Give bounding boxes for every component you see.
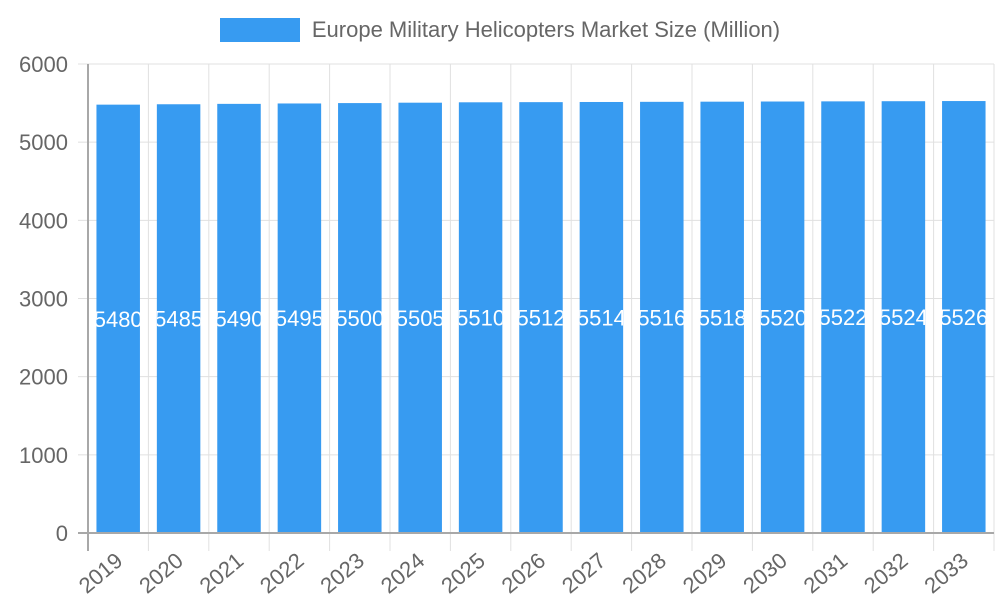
y-tick-label: 2000 xyxy=(19,365,68,390)
bar[interactable] xyxy=(519,102,563,533)
axes xyxy=(78,64,994,551)
y-tick-label: 1000 xyxy=(19,443,68,468)
bar-value-label: 5495 xyxy=(275,306,324,331)
bar-value-label: 5514 xyxy=(577,305,626,330)
bar[interactable] xyxy=(398,102,442,532)
bar[interactable] xyxy=(942,101,986,533)
bar-value-label: 5512 xyxy=(517,306,566,331)
bar-value-label: 5510 xyxy=(456,306,505,331)
bar[interactable] xyxy=(700,101,744,532)
y-tick-label: 0 xyxy=(56,521,68,546)
y-tick-label: 5000 xyxy=(19,130,68,155)
bar[interactable] xyxy=(156,104,201,533)
bar-value-labels: 5480 5485 5490 5495 5500 5505 5510 5512 5514 5516… xyxy=(94,305,988,332)
x-tick-label: 2023 xyxy=(315,548,369,599)
legend-swatch[interactable] xyxy=(219,18,300,42)
y-tick-label: 3000 xyxy=(19,287,68,312)
bar[interactable] xyxy=(338,103,382,532)
bar[interactable] xyxy=(640,101,684,532)
x-tick-label: 2030 xyxy=(738,548,792,599)
bars xyxy=(96,101,986,533)
bar-value-label: 5516 xyxy=(637,305,686,330)
bar-value-label: 5505 xyxy=(396,306,445,331)
bar-value-label: 5490 xyxy=(215,306,264,331)
bar-value-label: 5485 xyxy=(154,307,203,332)
x-tick-label: 2028 xyxy=(617,548,671,599)
bar[interactable] xyxy=(881,101,926,532)
bar[interactable] xyxy=(760,101,805,533)
bar[interactable] xyxy=(579,101,624,532)
x-tick-label: 2031 xyxy=(799,548,853,599)
x-axis-ticks: 2019 2020 2021 2022 2023 2024 2025 2026 2027 2028… xyxy=(74,548,973,599)
bar-value-label: 5480 xyxy=(94,307,143,332)
x-tick-label: 2022 xyxy=(255,548,309,599)
bar-value-label: 5522 xyxy=(819,305,868,330)
x-tick-label: 2027 xyxy=(557,548,611,599)
x-tick-label: 2024 xyxy=(376,548,430,599)
x-tick-label: 2029 xyxy=(678,548,732,599)
y-axis-ticks: 0 1000 2000 3000 4000 5000 6000 xyxy=(19,52,68,546)
bar-value-label: 5520 xyxy=(758,305,807,330)
bar-value-label: 5500 xyxy=(335,306,384,331)
bar[interactable] xyxy=(277,103,322,532)
x-tick-label: 2019 xyxy=(74,548,128,599)
x-tick-label: 2020 xyxy=(134,548,188,599)
chart-legend: Europe Military Helicopters Market Size … xyxy=(0,17,1000,43)
bar[interactable] xyxy=(458,102,503,532)
x-tick-label: 2025 xyxy=(436,548,490,599)
bar[interactable] xyxy=(96,104,140,532)
x-tick-label: 2033 xyxy=(919,548,973,599)
bar-value-label: 5518 xyxy=(698,305,747,330)
y-tick-label: 4000 xyxy=(19,208,68,233)
x-tick-label: 2021 xyxy=(195,548,249,599)
bar-value-label: 5524 xyxy=(879,305,928,330)
x-tick-label: 2026 xyxy=(497,548,551,599)
bar-value-label: 5526 xyxy=(939,305,988,330)
bar[interactable] xyxy=(217,103,261,533)
legend-label[interactable]: Europe Military Helicopters Market Size … xyxy=(311,17,781,42)
y-tick-label: 6000 xyxy=(19,52,68,77)
x-tick-label: 2032 xyxy=(859,548,913,599)
bar[interactable] xyxy=(821,101,865,532)
